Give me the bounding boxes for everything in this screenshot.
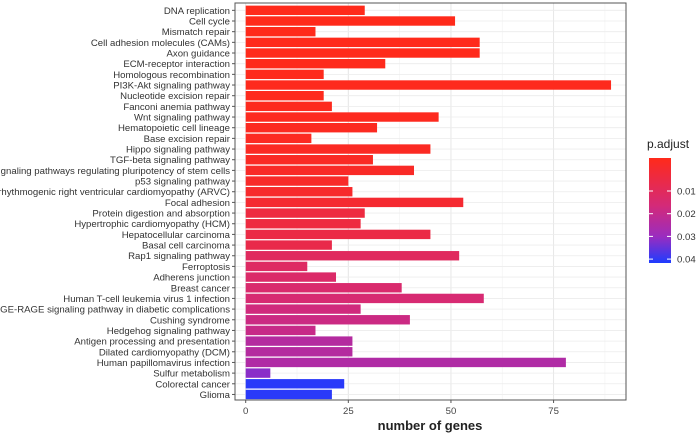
category-label: Glioma <box>200 390 231 401</box>
bar <box>245 176 349 186</box>
category-label: Cell adhesion molecules (CAMs) <box>91 38 230 49</box>
bar <box>245 101 332 112</box>
legend-tick-label: 0.01 <box>677 187 696 198</box>
bar <box>245 389 332 400</box>
category-label: ECM-receptor interaction <box>123 59 230 70</box>
category-label: Fanconi anemia pathway <box>123 102 230 113</box>
bar <box>245 187 353 197</box>
bar <box>245 197 464 208</box>
category-label: Arrhythmogenic right ventricular cardiom… <box>0 187 230 198</box>
bar <box>245 315 410 325</box>
category-label: Homologous recombination <box>113 70 230 81</box>
bar <box>245 379 345 389</box>
x-tick-labels: 0 25 50 75 <box>243 400 559 417</box>
bar <box>245 272 337 282</box>
category-label: Ferroptosis <box>182 262 230 273</box>
bar <box>245 251 460 261</box>
category-label: Rap1 signaling pathway <box>128 251 230 262</box>
bar <box>245 347 353 357</box>
category-label: Antigen processing and presentation <box>74 337 230 348</box>
category-label: Hematopoietic cell lineage <box>118 123 230 134</box>
bar <box>245 5 365 16</box>
legend-tick-label: 0.03 <box>677 232 696 243</box>
bar <box>245 69 324 80</box>
category-label: Cell cycle <box>189 17 230 28</box>
bar <box>245 304 361 314</box>
bar <box>245 155 373 165</box>
category-label: Cushing syndrome <box>150 315 230 326</box>
legend: p.adjust 0.01 0.02 0.03 0.04 <box>647 137 696 266</box>
category-label: Base excision repair <box>144 134 231 145</box>
x-axis-title: number of genes <box>378 418 483 433</box>
category-label: TGF-beta signaling pathway <box>110 155 230 166</box>
category-label: Human papillomavirus infection <box>97 358 230 369</box>
category-label: Hypertrophic cardiomyopathy (HCM) <box>74 219 230 230</box>
category-label: Mismatch repair <box>162 27 231 38</box>
bar <box>245 48 480 58</box>
category-label: DNA replication <box>164 6 230 17</box>
bar <box>245 165 415 176</box>
category-label: Basal cell carcinoma <box>142 241 231 252</box>
x-tick-label: 50 <box>446 406 457 417</box>
category-label: Axon guidance <box>167 49 230 60</box>
bar <box>245 112 439 122</box>
x-tick-label: 0 <box>243 406 248 417</box>
bar <box>245 261 308 272</box>
bar <box>245 357 566 368</box>
bar <box>245 37 480 48</box>
bars <box>245 5 612 400</box>
category-label: PI3K-Akt signaling pathway <box>113 81 230 92</box>
bar <box>245 325 316 336</box>
bar <box>245 293 484 304</box>
bar <box>245 90 324 101</box>
bar <box>245 16 456 26</box>
category-label: Dilated cardiomyopathy (DCM) <box>99 347 230 358</box>
bar <box>245 229 431 240</box>
category-label: Wnt signaling pathway <box>134 113 230 124</box>
bar <box>245 123 378 133</box>
category-label: Focal adhesion <box>165 198 230 209</box>
legend-title: p.adjust <box>647 137 690 151</box>
category-label: Sulfur metabolism <box>153 369 230 380</box>
category-label: Nucleotide excision repair <box>120 91 231 102</box>
category-label: Signaling pathways regulating pluripoten… <box>0 166 230 177</box>
bar <box>245 80 612 90</box>
bar <box>245 144 431 154</box>
bar <box>245 368 271 378</box>
category-label: Hepatocellular carcinoma <box>122 230 231 241</box>
legend-tick-label: 0.04 <box>677 255 696 266</box>
x-tick-label: 75 <box>548 406 559 417</box>
bar <box>245 208 365 218</box>
bar <box>245 219 361 229</box>
category-label: Colorectal cancer <box>155 379 230 390</box>
bar <box>245 283 402 293</box>
legend-colorbar <box>649 158 671 263</box>
category-label: AGE-RAGE signaling pathway in diabetic c… <box>0 305 230 316</box>
bar <box>245 26 316 37</box>
bar <box>245 58 386 69</box>
category-label: Breast cancer <box>171 283 231 294</box>
bar <box>245 133 312 144</box>
category-label: Human T-cell leukemia virus 1 infection <box>63 294 230 305</box>
category-label: Hedgehog signaling pathway <box>107 326 230 337</box>
category-label: Hippo signaling pathway <box>126 145 230 156</box>
category-label: Protein digestion and absorption <box>92 209 230 220</box>
x-tick-label: 25 <box>343 406 354 417</box>
panel-border <box>234 2 627 401</box>
category-label: p53 signaling pathway <box>135 177 230 188</box>
legend-tick-label: 0.02 <box>677 209 696 220</box>
bar <box>245 240 332 250</box>
bar <box>245 336 353 346</box>
category-label: Adherens junction <box>153 273 230 284</box>
